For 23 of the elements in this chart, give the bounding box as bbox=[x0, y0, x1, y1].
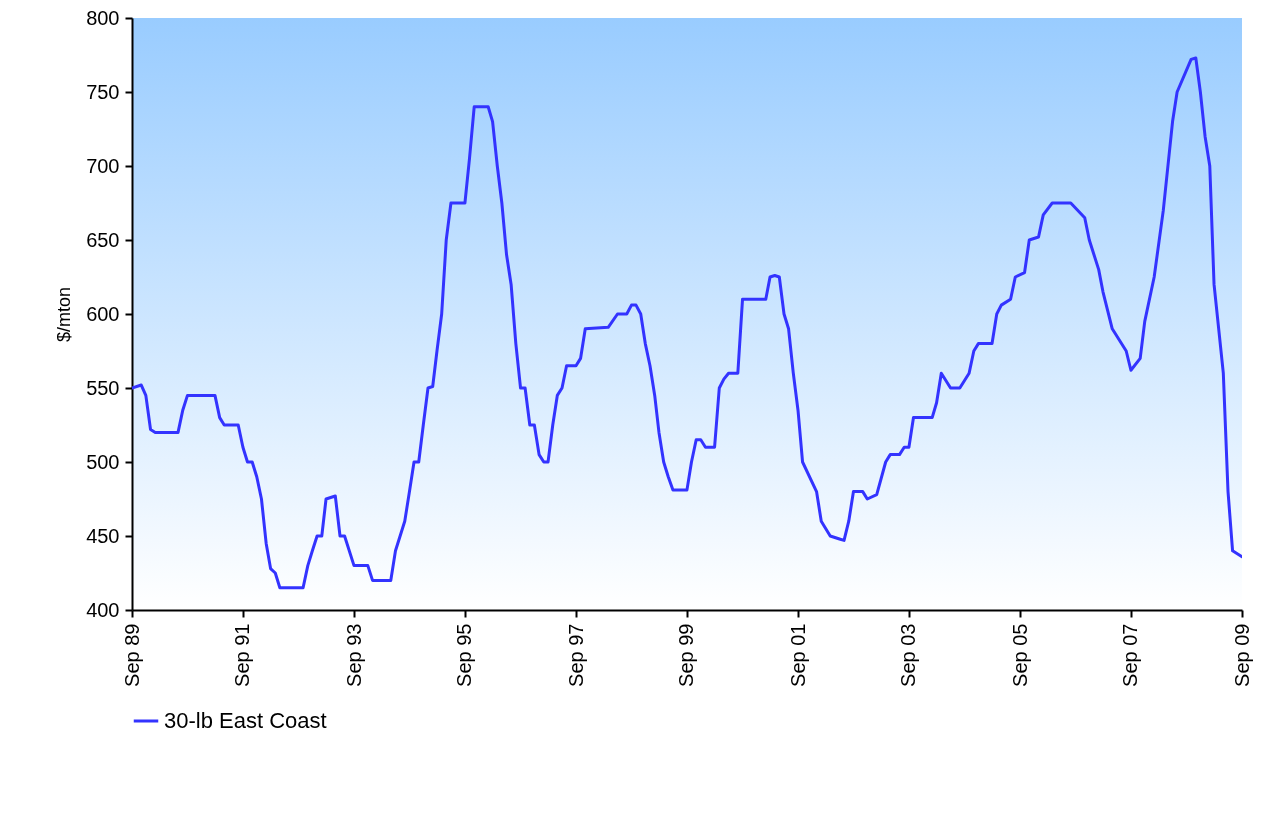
y-tick-label: 450 bbox=[86, 524, 120, 547]
x-tick-label: Sep 97 bbox=[564, 623, 587, 687]
x-tick-label: Sep 89 bbox=[120, 623, 143, 687]
y-tick-label: 650 bbox=[86, 228, 120, 251]
line-series bbox=[132, 56, 1242, 590]
x-tick-label: Sep 07 bbox=[1119, 623, 1142, 687]
y-tick-label: 550 bbox=[86, 376, 120, 399]
x-tick-label: Sep 09 bbox=[1230, 623, 1253, 687]
y-tick-label: 800 bbox=[86, 6, 120, 29]
x-tick-label: Sep 95 bbox=[453, 623, 476, 687]
y-tick-label: 600 bbox=[86, 302, 120, 325]
x-tick-label: Sep 01 bbox=[786, 623, 809, 687]
y-tick-label: 400 bbox=[86, 598, 120, 621]
x-tick-label: Sep 05 bbox=[1008, 623, 1031, 687]
x-tick-label: Sep 03 bbox=[897, 623, 920, 687]
y-axis-title: $/mton bbox=[54, 286, 75, 343]
legend-label: 30-lb East Coast bbox=[164, 708, 327, 733]
y-tick-label: 750 bbox=[86, 80, 120, 103]
y-tick-label: 700 bbox=[86, 154, 120, 177]
x-tick-label: Sep 93 bbox=[342, 623, 365, 687]
y-tick-label: 500 bbox=[86, 450, 120, 473]
x-tick-label: Sep 99 bbox=[675, 623, 698, 687]
x-tick-label: Sep 91 bbox=[231, 623, 254, 687]
